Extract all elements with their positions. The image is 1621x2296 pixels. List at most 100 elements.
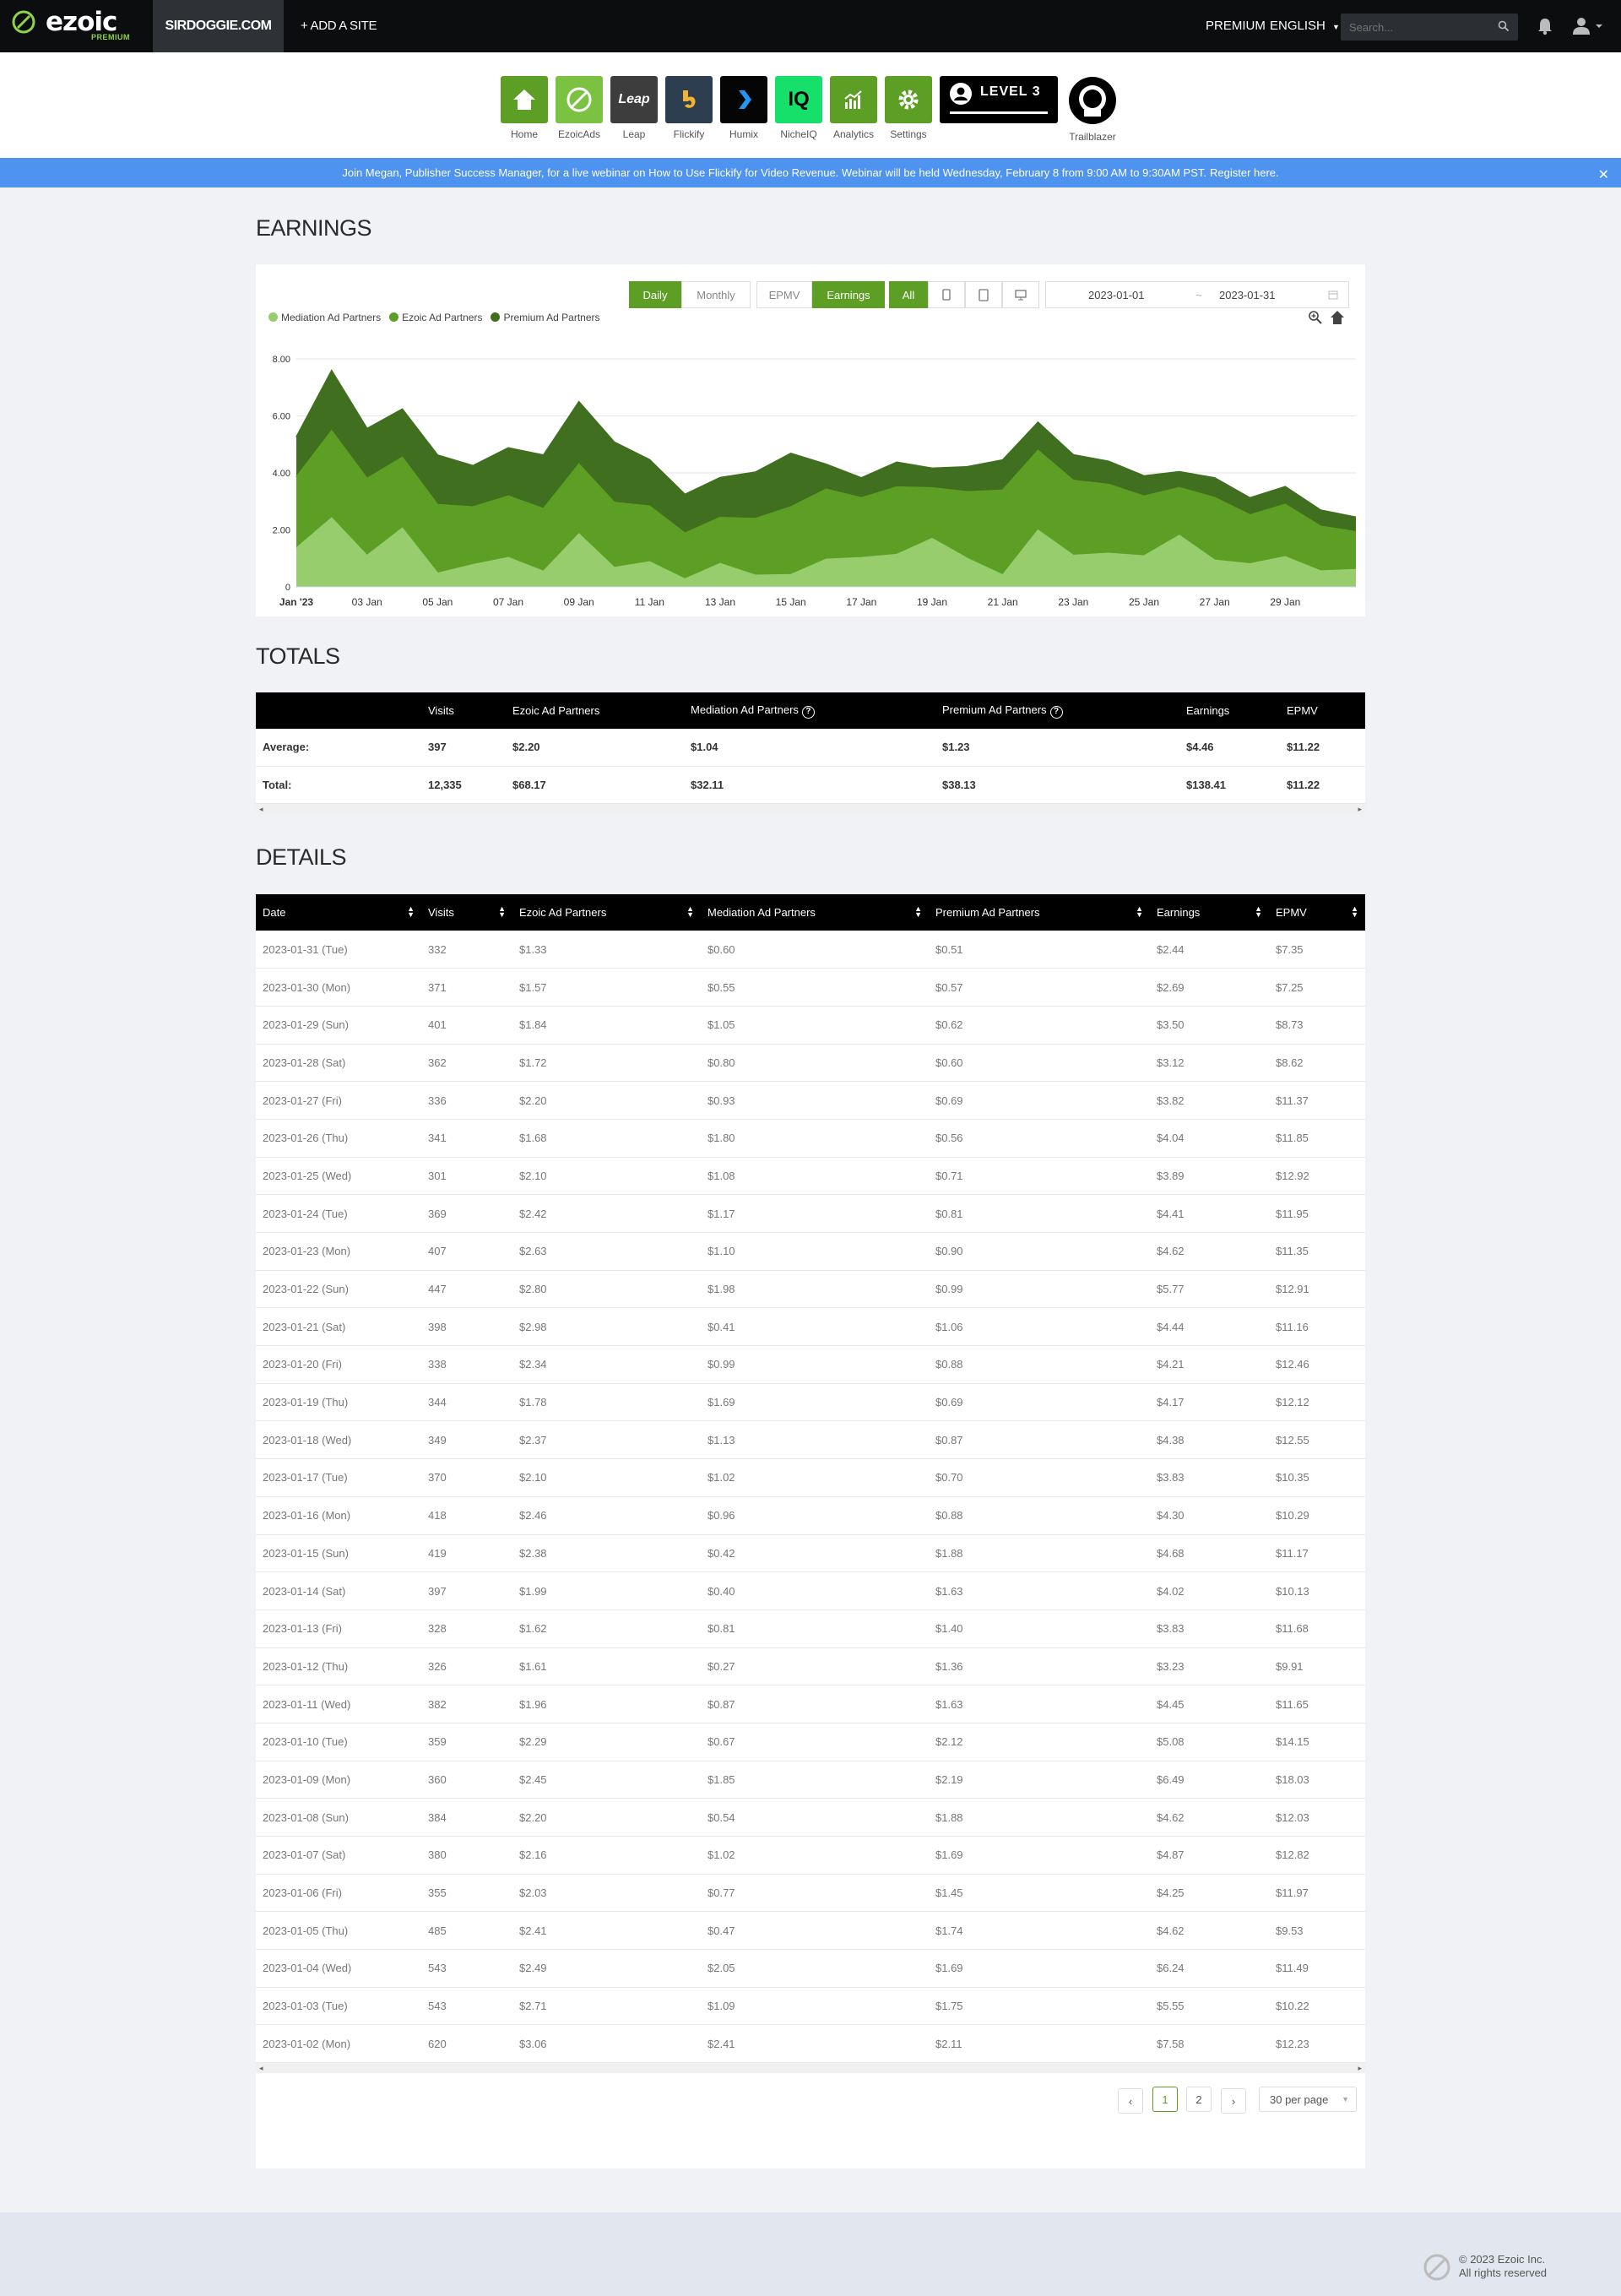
premium-link[interactable]: PREMIUM <box>1206 19 1266 33</box>
home-reset-icon[interactable] <box>1330 310 1345 325</box>
help-icon[interactable]: ? <box>1049 705 1063 719</box>
sort-visits-header[interactable]: Visits ▲ ▼ <box>421 894 512 931</box>
table-cell: $11.35 <box>1269 1232 1365 1271</box>
table-cell: $1.69 <box>929 1836 1150 1875</box>
scroll-right-icon[interactable]: ▸ <box>1358 804 1362 813</box>
area-series-0[interactable] <box>296 518 1356 587</box>
scroll-right-icon[interactable]: ▸ <box>1358 2064 1362 2073</box>
y-tick-label: 6.00 <box>273 412 290 422</box>
table-cell: 2023-01-02 (Mon) <box>256 2024 421 2064</box>
totals-average-row: Average: 397 $2.20 $1.04 $1.23 $4.46 $11… <box>256 729 1365 767</box>
mobile-toggle[interactable] <box>928 281 965 308</box>
table-cell: $0.62 <box>929 1006 1150 1045</box>
table-cell: $2.44 <box>1150 931 1269 969</box>
sort-date-header[interactable]: Date ▲ ▼ <box>256 894 421 931</box>
horizontal-scrollbar[interactable]: ◂ ▸ <box>256 2063 1365 2074</box>
monthly-toggle[interactable]: Monthly <box>681 281 751 308</box>
sort-premium-header[interactable]: Premium Ad Partners ▲ ▼ <box>929 894 1150 931</box>
app-ezoicads[interactable]: EzoicAds <box>556 76 603 140</box>
table-row: 2023-01-20 (Fri) 338 $2.34 $0.99 $0.88 $4.21 $… <box>256 1345 1365 1384</box>
register-link[interactable]: Register here. <box>1210 166 1279 179</box>
table-cell: $7.58 <box>1150 2024 1269 2064</box>
search-icon[interactable] <box>1498 20 1510 32</box>
ezoicads-icon <box>556 76 603 123</box>
table-row: 2023-01-05 (Thu) 485 $2.41 $0.47 $1.74 $4.62 $… <box>256 1911 1365 1951</box>
table-cell: $6.49 <box>1150 1761 1269 1799</box>
app-humix[interactable]: Humix <box>720 76 767 140</box>
trailblazer-label: Trailblazer <box>1069 131 1116 143</box>
tablet-toggle[interactable] <box>965 281 1002 308</box>
table-cell: $1.68 <box>512 1119 701 1158</box>
user-icon[interactable] <box>1572 17 1606 35</box>
close-icon[interactable]: ✕ <box>1597 168 1609 182</box>
table-cell: $1.69 <box>701 1383 929 1422</box>
legend-item-ezoic[interactable]: Ezoic Ad Partners <box>389 312 482 323</box>
table-cell: $1.36 <box>929 1647 1150 1686</box>
page-1-button[interactable]: 1 <box>1152 2087 1178 2112</box>
table-row: 2023-01-16 (Mon) 418 $2.46 $0.96 $0.88 $4.30 $… <box>256 1496 1365 1535</box>
desktop-toggle[interactable] <box>1002 281 1039 308</box>
app-settings[interactable]: Settings <box>885 76 932 140</box>
horizontal-scrollbar[interactable]: ◂ ▸ <box>256 803 1365 814</box>
table-cell: 2023-01-20 (Fri) <box>256 1345 421 1384</box>
zoom-icon[interactable] <box>1308 310 1323 325</box>
daily-toggle[interactable]: Daily <box>629 281 681 308</box>
trailblazer-badge[interactable]: Trailblazer <box>1065 76 1120 143</box>
app-flickify[interactable]: Flickify <box>665 76 713 140</box>
totals-card: Visits Ezoic Ad Partners Mediation Ad Pa… <box>256 692 1365 814</box>
bell-icon[interactable] <box>1537 17 1553 35</box>
app-nicheiq[interactable]: IQ NicheIQ <box>775 76 822 140</box>
table-cell: $11.65 <box>1269 1685 1365 1723</box>
table-row: 2023-01-15 (Sun) 419 $2.38 $0.42 $1.88 $4.68 $… <box>256 1534 1365 1573</box>
table-cell: $2.19 <box>929 1761 1150 1799</box>
help-icon[interactable]: ? <box>801 705 815 719</box>
table-cell: $10.29 <box>1269 1496 1365 1535</box>
epmv-toggle[interactable]: EPMV <box>756 281 812 308</box>
all-devices-toggle[interactable]: All <box>889 281 928 308</box>
earnings-toggle[interactable]: Earnings <box>812 281 885 308</box>
app-leap[interactable]: Leap Leap <box>610 76 658 140</box>
table-cell: $1.08 <box>701 1157 929 1196</box>
desktop-icon <box>1015 289 1027 300</box>
scroll-left-icon[interactable]: ◂ <box>259 804 263 813</box>
per-page-select[interactable]: 30 per page ▼ <box>1259 2087 1357 2112</box>
app-analytics[interactable]: Analytics <box>830 76 877 140</box>
copyright-line: All rights reserved <box>1459 2266 1548 2279</box>
sort-mediation-header[interactable]: Mediation Ad Partners ▲ ▼ <box>701 894 929 931</box>
table-cell: $0.77 <box>701 1874 929 1913</box>
prev-page-button[interactable]: ‹ <box>1118 2088 1143 2114</box>
page-2-button[interactable]: 2 <box>1186 2087 1212 2112</box>
date-range-picker[interactable]: 2023-01-01 ~ 2023-01-31 <box>1045 281 1349 308</box>
details-table-body: 2023-01-31 (Tue) 332 $1.33 $0.60 $0.51 $2.44 $… <box>256 931 1365 2064</box>
sort-epmv-header[interactable]: EPMV ▲ ▼ <box>1269 894 1365 931</box>
add-site-link[interactable]: + ADD A SITE <box>301 19 377 33</box>
table-cell: $11.85 <box>1269 1119 1365 1158</box>
next-page-button[interactable]: › <box>1221 2088 1246 2114</box>
table-cell: 301 <box>421 1157 512 1196</box>
table-cell: $4.62 <box>1150 1798 1269 1837</box>
table-cell: $11.37 <box>1269 1081 1365 1120</box>
table-row: 2023-01-08 (Sun) 384 $2.20 $0.54 $1.88 $4.62 $… <box>256 1798 1365 1837</box>
search-input[interactable] <box>1341 14 1484 41</box>
ezoic-footer-logo-icon <box>1423 2254 1450 2281</box>
sort-earnings-header[interactable]: Earnings ▲ ▼ <box>1150 894 1269 931</box>
language-dropdown[interactable]: ENGLISH ▼ <box>1270 19 1340 33</box>
table-cell: $0.69 <box>929 1081 1150 1120</box>
site-selector[interactable]: SIRDOGGIE.COM <box>153 0 284 52</box>
totals-table: Visits Ezoic Ad Partners Mediation Ad Pa… <box>256 692 1365 804</box>
level-badge[interactable]: LEVEL 3 <box>940 76 1058 123</box>
legend-item-mediation[interactable]: Mediation Ad Partners <box>268 312 381 323</box>
table-cell: $0.93 <box>701 1081 929 1120</box>
app-label: Flickify <box>673 128 705 140</box>
app-label: Analytics <box>832 128 875 140</box>
legend-item-premium[interactable]: Premium Ad Partners <box>491 312 600 323</box>
table-cell: $2.38 <box>512 1534 701 1573</box>
area-series-1[interactable] <box>296 431 1356 587</box>
table-row: 2023-01-04 (Wed) 543 $2.49 $2.05 $1.69 $6.24 $… <box>256 1949 1365 1988</box>
table-row: 2023-01-26 (Thu) 341 $1.68 $1.80 $0.56 $4.04 $… <box>256 1119 1365 1158</box>
scroll-left-icon[interactable]: ◂ <box>259 2064 263 2073</box>
table-cell: $2.10 <box>512 1458 701 1497</box>
sort-ezoic-header[interactable]: Ezoic Ad Partners ▲ ▼ <box>512 894 701 931</box>
ezoic-logo[interactable]: ezoic PREMIUM <box>12 7 138 44</box>
app-home[interactable]: Home <box>501 76 548 140</box>
